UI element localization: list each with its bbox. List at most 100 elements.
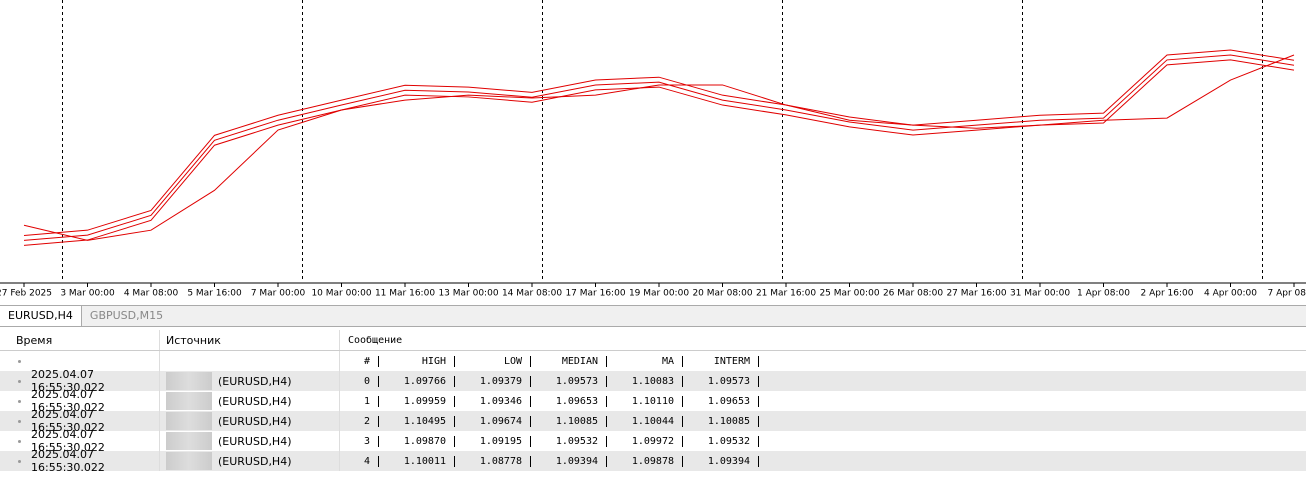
chart: 27 Feb 2025 3 Mar 00:00 4 Mar 08:00 5 Mar 1… xyxy=(0,0,1306,299)
message-cell: 1.09195 xyxy=(458,435,531,447)
log-table: Время Источник Сообщение # HIGH LOW MEDIAN MA IN… xyxy=(0,330,1306,488)
source-text: (EURUSD,H4) xyxy=(218,414,292,428)
message-cell: 1.09870 xyxy=(382,435,455,447)
message-cell: 1.10011 xyxy=(382,455,455,467)
message-cell: 1.09346 xyxy=(458,395,531,407)
redacted xyxy=(166,392,212,410)
source-cell: (EURUSD,H4) xyxy=(160,451,340,471)
source-cell: (EURUSD,H4) xyxy=(160,391,340,411)
x-tick-label: 11 Mar 16:00 xyxy=(375,289,435,299)
period-separators xyxy=(62,0,1263,282)
time-cell: 2025.04.07 16:55:30.022 xyxy=(0,428,160,454)
log-row: 2025.04.07 16:55:30.022 (EURUSD,H4) 4 1.100… xyxy=(0,448,1306,474)
x-tick-label: 2 Apr 16:00 xyxy=(1141,289,1194,299)
source-text: (EURUSD,H4) xyxy=(218,394,292,408)
column-header: Источник xyxy=(160,330,340,350)
message-cell: MA xyxy=(610,355,683,367)
redacted xyxy=(166,372,212,390)
tab[interactable]: EURUSD,H4 xyxy=(0,306,82,326)
source-cell: (EURUSD,H4) xyxy=(160,371,340,391)
x-tick-label: 3 Mar 00:00 xyxy=(60,289,115,299)
log-row: 2025.04.07 16:55:30.022 (EURUSD,H4) 1 1.099… xyxy=(0,388,1306,414)
message-cell: 1.10110 xyxy=(610,395,683,407)
message-cell: 1.09766 xyxy=(382,375,455,387)
message-cell: 1.10085 xyxy=(686,415,759,427)
message-cell: 1.09532 xyxy=(686,435,759,447)
message-header-row: # HIGH LOW MEDIAN MA INTERM xyxy=(0,351,1306,371)
x-tick-label: 1 Apr 08:00 xyxy=(1077,289,1130,299)
x-tick-label: 21 Mar 16:00 xyxy=(756,289,816,299)
header-row: Время Источник Сообщение xyxy=(0,330,1306,351)
log-row: 2025.04.07 16:55:30.022 (EURUSD,H4) 3 1.098… xyxy=(0,428,1306,454)
series-line xyxy=(23,59,1295,246)
redacted xyxy=(166,412,212,430)
x-tick-label: 25 Mar 00:00 xyxy=(819,289,879,299)
message-cell: MEDIAN xyxy=(534,355,607,367)
x-tick-label: 20 Mar 08:00 xyxy=(692,289,752,299)
message-cell: 1.09532 xyxy=(534,435,607,447)
message-cell: 1.09972 xyxy=(610,435,683,447)
x-tick-label: 14 Mar 08:00 xyxy=(502,289,562,299)
x-tick-label: 7 Apr 08:00 xyxy=(1268,289,1306,299)
message-cell: 1.09573 xyxy=(686,375,759,387)
x-tick-label: 17 Mar 16:00 xyxy=(565,289,625,299)
x-tick-label: 7 Mar 00:00 xyxy=(251,289,306,299)
tab-bar: EURUSD,H4 GBPUSD,M15 xyxy=(0,305,1306,327)
message-cell: 4 xyxy=(348,455,379,467)
message-cell: 1.10495 xyxy=(382,415,455,427)
message-cell: 1.10085 xyxy=(534,415,607,427)
time-cell xyxy=(0,351,160,371)
message-cell: 3 xyxy=(348,435,379,447)
message-cell: 1.09878 xyxy=(610,455,683,467)
message-cell: 1.10083 xyxy=(610,375,683,387)
message-cell: INTERM xyxy=(686,355,759,367)
x-tick-label: 10 Mar 00:00 xyxy=(311,289,371,299)
time-cell: 2025.04.07 16:55:30.022 xyxy=(0,408,160,434)
column-header: Время xyxy=(0,330,160,350)
message-cell: 2 xyxy=(348,415,379,427)
message-cell: 1.09379 xyxy=(458,375,531,387)
message-cell: 1.09674 xyxy=(458,415,531,427)
x-tick-label: 4 Mar 08:00 xyxy=(124,289,179,299)
series-line xyxy=(23,54,1295,241)
x-tick-label: 4 Apr 00:00 xyxy=(1204,289,1257,299)
log-row: 2025.04.07 16:55:30.022 (EURUSD,H4) 2 1.104… xyxy=(0,408,1306,434)
message-cell: 0 xyxy=(348,375,379,387)
x-tick-label: 31 Mar 00:00 xyxy=(1010,289,1070,299)
message: 2 1.10495 1.09674 1.10085 1.10044 1.10085 xyxy=(340,411,762,431)
message: 3 1.09870 1.09195 1.09532 1.09972 1.09532 xyxy=(340,431,762,451)
message-cell: 1.10044 xyxy=(610,415,683,427)
message-cell: LOW xyxy=(458,355,531,367)
source-cell: (EURUSD,H4) xyxy=(160,411,340,431)
time-cell: 2025.04.07 16:55:30.022 xyxy=(0,448,160,474)
column-header: Сообщение xyxy=(348,334,403,346)
source-text: (EURUSD,H4) xyxy=(218,454,292,468)
message-cell: HIGH xyxy=(382,355,455,367)
time-cell: 2025.04.07 16:55:30.022 xyxy=(0,368,160,394)
message: 1 1.09959 1.09346 1.09653 1.10110 1.09653 xyxy=(340,391,762,411)
source-cell: (EURUSD,H4) xyxy=(160,431,340,451)
x-tick-label: 27 Feb 2025 xyxy=(0,289,52,299)
x-tick-label: 13 Mar 00:00 xyxy=(438,289,498,299)
redacted xyxy=(166,432,212,450)
message-cell: 1.09653 xyxy=(686,395,759,407)
time-cell: 2025.04.07 16:55:30.022 xyxy=(0,388,160,414)
message: 0 1.09766 1.09379 1.09573 1.10083 1.09573 xyxy=(340,371,762,391)
x-tick-label: 26 Mar 08:00 xyxy=(883,289,943,299)
message: # HIGH LOW MEDIAN MA INTERM xyxy=(340,351,762,371)
message-cell: 1.09394 xyxy=(686,455,759,467)
x-tick-label: 5 Mar 16:00 xyxy=(187,289,242,299)
message-cell: 1.09653 xyxy=(534,395,607,407)
series-line xyxy=(23,49,1295,236)
source-text: (EURUSD,H4) xyxy=(218,434,292,448)
source-text: (EURUSD,H4) xyxy=(218,374,292,388)
x-tick-label: 27 Mar 16:00 xyxy=(946,289,1006,299)
log-row: 2025.04.07 16:55:30.022 (EURUSD,H4) 0 1.097… xyxy=(0,368,1306,394)
message-cell: 1.09573 xyxy=(534,375,607,387)
series-line xyxy=(23,54,1295,241)
message-cell: 1 xyxy=(348,395,379,407)
source-cell xyxy=(160,351,340,371)
message-cell: 1.08778 xyxy=(458,455,531,467)
tab[interactable]: GBPUSD,M15 xyxy=(89,309,164,322)
